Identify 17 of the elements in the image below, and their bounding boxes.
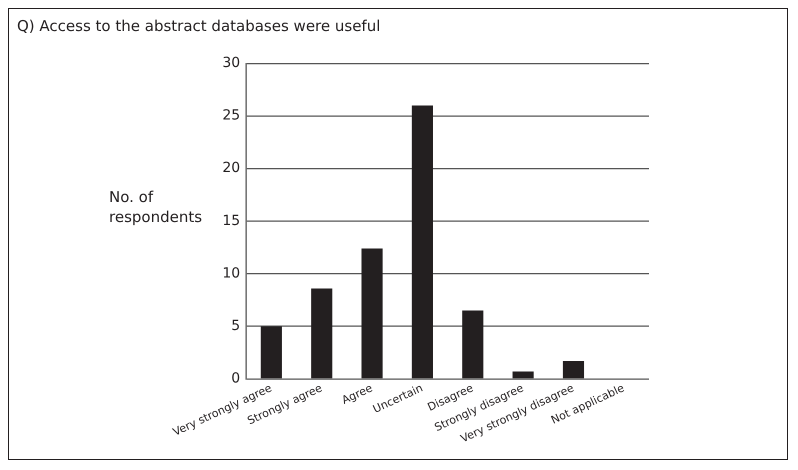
bar <box>311 288 332 378</box>
chart-title: Q) Access to the abstract databases were useful <box>17 17 380 35</box>
y-axis-title: No. of respondents <box>109 187 204 227</box>
y-tick-label: 5 <box>231 318 240 334</box>
y-tick-label: 25 <box>222 108 240 124</box>
x-tick-label: Agree <box>340 381 375 407</box>
bar <box>361 248 383 378</box>
y-tick-label: 10 <box>222 265 240 282</box>
bar <box>462 310 484 378</box>
bar <box>260 326 282 378</box>
y-tick-label: 0 <box>231 370 240 387</box>
bar <box>512 372 534 378</box>
bar <box>562 361 584 378</box>
y-tick-label: 20 <box>222 160 240 176</box>
y-tick-label: 15 <box>222 212 240 229</box>
y-tick-label: 30 <box>222 55 240 72</box>
bar <box>412 105 433 378</box>
